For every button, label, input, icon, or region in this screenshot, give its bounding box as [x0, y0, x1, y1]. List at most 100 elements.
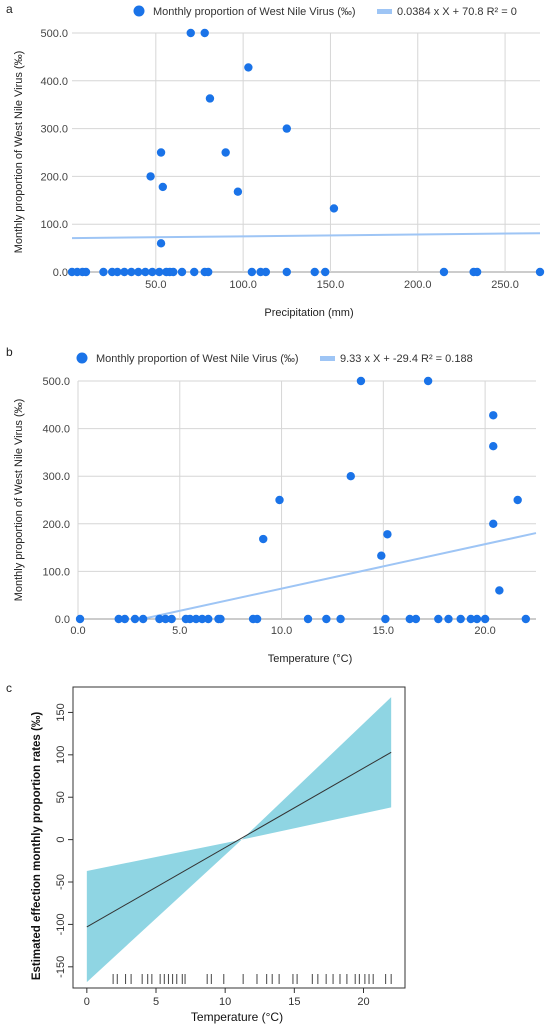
data-point [321, 267, 330, 277]
panel-b-legend-points-label: Monthly proportion of West Nile Virus (‰… [96, 353, 299, 365]
panel-b-y-axis-label: Monthly proportion of West Nile Virus (‰… [13, 399, 25, 602]
data-point [275, 495, 284, 505]
panel-c-y-tick-label: 50 [55, 791, 67, 803]
panel-a-legend-points-label: Monthly proportion of West Nile Virus (‰… [153, 6, 356, 18]
panel-a-x-tick-label: 50.0 [145, 279, 166, 291]
data-point [383, 530, 392, 539]
data-point [411, 614, 421, 624]
data-point [204, 614, 213, 624]
panel-a-legend-trend-marker [377, 9, 392, 14]
data-point [423, 376, 433, 386]
data-point [185, 614, 195, 624]
panel-a-trendline [71, 232, 541, 240]
data-point [489, 519, 498, 528]
data-point [197, 614, 207, 624]
panel-c-effect-plot: c Temperature (°C) Estimated effection m… [6, 681, 406, 1024]
data-point [535, 267, 545, 277]
data-point [489, 411, 498, 420]
panel-a-y-tick-label: 400.0 [40, 76, 68, 88]
panel-c-plot-frame [72, 686, 406, 989]
data-point [259, 534, 268, 544]
data-point [141, 267, 150, 277]
panel-c-y-tick-label: -100 [55, 913, 67, 935]
panel-a-x-tick-label: 150.0 [317, 279, 345, 291]
data-point [167, 614, 176, 624]
data-point [439, 267, 449, 277]
panel-b-legend-trend-label: 9.33 x X + -29.4 R² = 0.188 [340, 353, 473, 365]
data-point [156, 239, 166, 248]
data-point [434, 614, 443, 624]
data-point [282, 267, 291, 277]
data-point [480, 614, 490, 624]
data-point [169, 267, 178, 277]
panel-c-confidence-band [86, 697, 392, 983]
panel-a-y-tick-label: 200.0 [40, 171, 68, 183]
panel-b-points [75, 376, 531, 624]
data-point [155, 614, 164, 624]
data-point [127, 267, 136, 277]
data-point [233, 187, 243, 196]
panel-b-x-axis-label: Temperature (°C) [268, 653, 352, 665]
panel-b-x-tick-label: 0.0 [70, 625, 85, 637]
data-point [377, 551, 386, 560]
panel-a-y-tick-label: 300.0 [40, 124, 68, 136]
panel-b-y-tick-label: 200.0 [42, 519, 70, 531]
data-point [161, 614, 170, 624]
panel-b-y-tick-label: 500.0 [42, 376, 70, 388]
data-point [216, 614, 225, 624]
panel-a-legend-trend-label: 0.0384 x X + 70.8 R² = 0 [397, 6, 517, 18]
data-point [322, 614, 331, 624]
panel-a-label: a [6, 2, 13, 16]
data-point [113, 267, 122, 277]
panel-a-x-axis-label: Precipitation (mm) [264, 307, 353, 319]
panel-a-x-tick-label: 250.0 [491, 279, 519, 291]
panel-b-x-tick-label: 20.0 [474, 625, 495, 637]
panel-b-x-tick-label: 15.0 [373, 625, 394, 637]
panel-c-y-tick-label: -150 [55, 956, 67, 978]
data-point [120, 614, 130, 624]
data-point [138, 614, 148, 624]
panel-c-effect-line [86, 751, 392, 928]
panel-c-ticks: 0 5 10 15 20 -150 -100 -50 0 50 100 150 [55, 703, 370, 1008]
data-point [146, 172, 155, 181]
panel-a-x-tick-label: 200.0 [404, 279, 432, 291]
panel-b-trendline-path [141, 532, 537, 620]
panel-b-y-tick-label: 300.0 [42, 471, 70, 483]
panel-b-label: b [6, 345, 13, 359]
panel-a-points [67, 28, 545, 277]
panel-a-x-tick-label: 100.0 [229, 279, 257, 291]
panel-c-y-tick-label: 100 [55, 746, 67, 764]
panel-c-x-tick-label: 5 [153, 996, 159, 1008]
data-point [205, 94, 215, 103]
data-point [381, 614, 390, 624]
panel-b-grid [77, 380, 536, 620]
panel-c-x-tick-label: 20 [357, 996, 369, 1008]
data-point [495, 586, 504, 595]
panel-c-label: c [6, 681, 12, 695]
panel-b-x-tick-label: 5.0 [172, 625, 187, 637]
panel-c-x-tick-label: 0 [84, 996, 90, 1008]
data-point [130, 614, 140, 624]
panel-b-y-tick-label: 100.0 [42, 566, 70, 578]
data-point [356, 376, 366, 386]
panel-a-scatter-chart: a Precipitation (mm) Monthly proportion … [6, 2, 545, 319]
data-point [472, 267, 482, 277]
data-point [156, 148, 166, 157]
panel-b-x-tick-label: 10.0 [271, 625, 292, 637]
panel-a-y-axis-label: Monthly proportion of West Nile Virus (‰… [13, 51, 25, 254]
panel-b-scatter-chart: b Temperature (°C) Monthly proportion of… [6, 345, 537, 665]
panel-c-y-tick-label: 150 [55, 703, 67, 721]
data-point [200, 28, 209, 38]
panel-b-legend-trend-marker [320, 356, 335, 361]
panel-a-ticks: 0.0 100.0 200.0 300.0 400.0 500.0 50.0 100.0 150… [40, 28, 518, 291]
panel-c-x-axis-label: Temperature (°C) [191, 1010, 283, 1024]
data-point [158, 182, 168, 192]
data-point [456, 614, 465, 624]
panel-b-y-tick-label: 400.0 [42, 424, 70, 436]
panel-a-y-tick-label: 0.0 [53, 267, 68, 279]
data-point [186, 28, 195, 38]
panel-b-y-tick-label: 0.0 [55, 614, 70, 626]
data-point [261, 267, 271, 277]
panel-c-y-tick-label: -50 [55, 874, 67, 890]
data-point [114, 614, 123, 624]
